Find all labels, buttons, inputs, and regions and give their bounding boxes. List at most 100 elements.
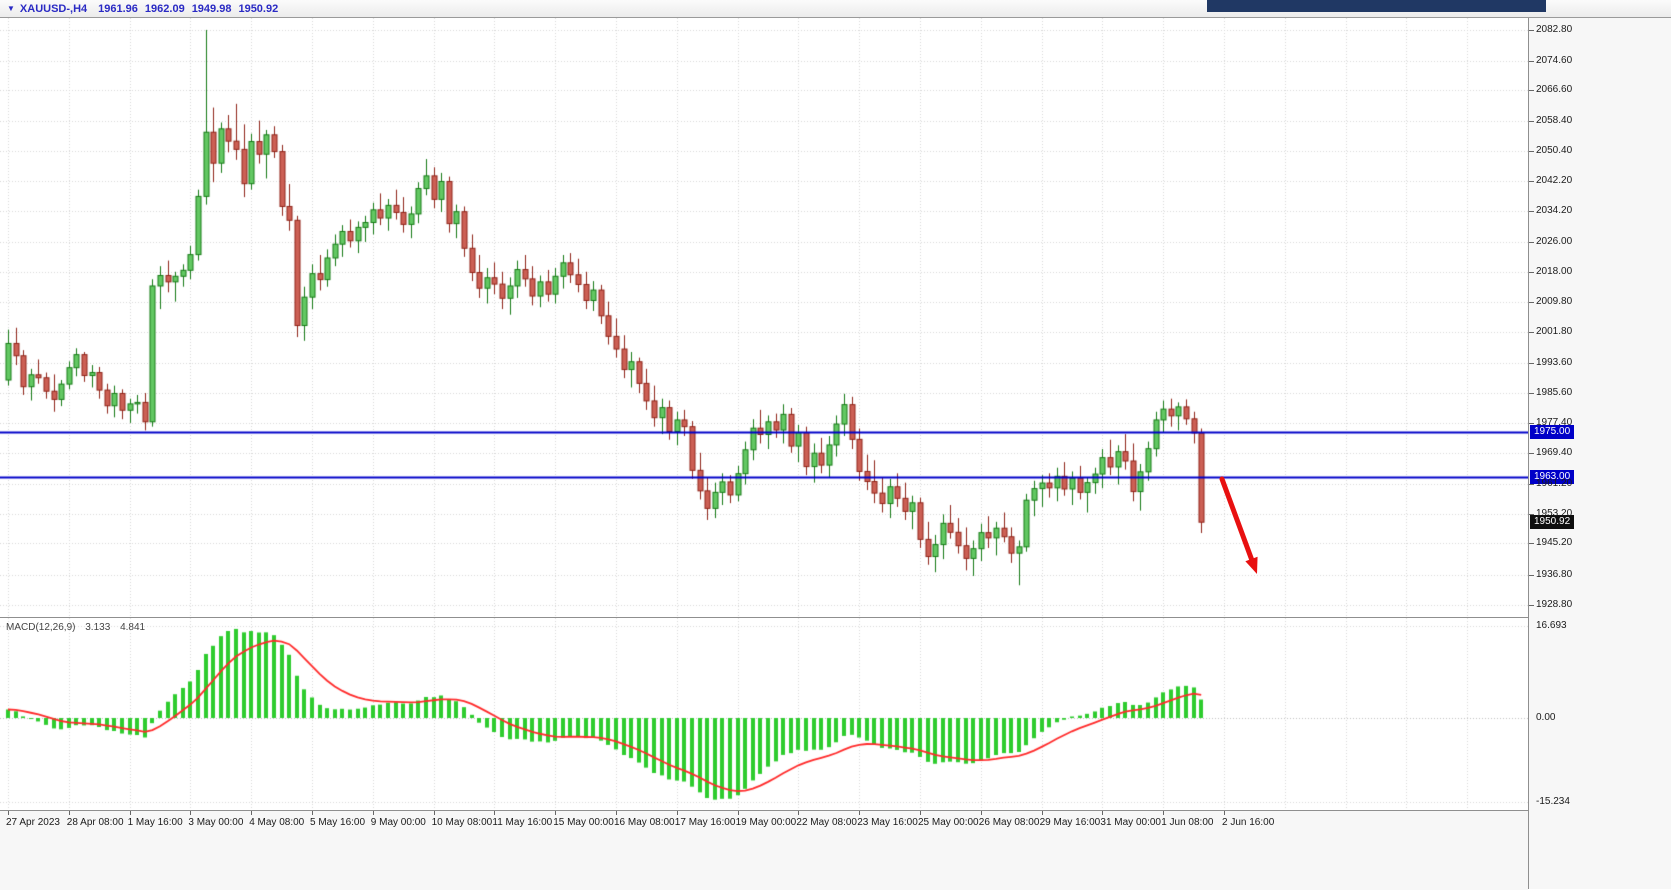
time-axis-tick bbox=[373, 811, 374, 815]
price-axis-label: 1961.20 bbox=[1536, 477, 1573, 489]
time-axis-tick bbox=[494, 811, 495, 815]
time-axis-label: 16 May 08:00 bbox=[614, 817, 675, 828]
time-axis-tick bbox=[1102, 811, 1103, 815]
time-axis-label: 5 May 16:00 bbox=[310, 817, 366, 828]
panel-separator[interactable] bbox=[0, 617, 1528, 618]
price-axis-tick bbox=[1529, 242, 1534, 243]
price-axis-label: 2009.80 bbox=[1536, 296, 1573, 308]
macd-name-label: MACD(12,26,9) bbox=[6, 622, 76, 633]
time-axis-tick bbox=[251, 811, 252, 815]
time-axis-label: 19 May 00:00 bbox=[735, 817, 797, 828]
time-axis-label: 28 Apr 08:00 bbox=[66, 817, 124, 828]
price-axis-label: 1953.20 bbox=[1536, 507, 1573, 519]
price-axis-label: 2001.80 bbox=[1536, 326, 1573, 338]
time-axis-tick bbox=[1163, 811, 1164, 815]
ohlc-open-value: 1961.96 bbox=[98, 2, 138, 15]
price-axis-tick bbox=[1529, 332, 1534, 333]
price-axis-tick bbox=[1529, 605, 1534, 606]
ohlc-close-value: 1950.92 bbox=[238, 2, 279, 15]
symbol-dropdown-icon[interactable]: ▼ bbox=[7, 4, 15, 13]
price-axis-tick bbox=[1529, 302, 1534, 303]
price-axis-label: 1945.20 bbox=[1536, 537, 1573, 549]
price-axis-label: 2034.20 bbox=[1536, 205, 1573, 217]
time-axis-tick bbox=[859, 811, 860, 815]
price-axis-tick bbox=[1529, 453, 1534, 454]
time-axis-tick bbox=[434, 811, 435, 815]
price-axis-label: 2074.60 bbox=[1536, 54, 1573, 66]
ohlc-low-value: 1949.98 bbox=[191, 2, 232, 15]
time-axis-label: 2 Jun 16:00 bbox=[1222, 817, 1275, 828]
time-axis-tick bbox=[738, 811, 739, 815]
price-axis-label: 2058.40 bbox=[1536, 115, 1573, 126]
time-axis-tick bbox=[190, 811, 191, 815]
price-axis-tick bbox=[1529, 423, 1534, 424]
price-axis-label: 2042.20 bbox=[1536, 175, 1573, 187]
price-axis-label: 1969.40 bbox=[1536, 447, 1573, 459]
price-axis-label: 1993.60 bbox=[1536, 356, 1573, 368]
macd-axis-zero-label: 0.00 bbox=[1536, 712, 1556, 724]
price-axis-label: 1985.60 bbox=[1536, 386, 1573, 398]
price-axis-label: 2050.40 bbox=[1536, 144, 1573, 156]
price-axis-tick bbox=[1529, 61, 1534, 62]
time-axis-tick bbox=[555, 811, 556, 815]
price-axis-tick bbox=[1529, 543, 1534, 544]
price-axis-tick bbox=[1529, 363, 1534, 364]
macd-axis-max-label: 16.693 bbox=[1536, 620, 1567, 631]
time-axis-label: 17 May 16:00 bbox=[674, 817, 736, 828]
time-axis-tick bbox=[130, 811, 131, 815]
time-axis-label: 10 May 08:00 bbox=[431, 817, 493, 828]
time-axis-label: 29 May 16:00 bbox=[1039, 817, 1101, 828]
time-axis-tick bbox=[981, 811, 982, 815]
price-axis-label: 2026.00 bbox=[1536, 235, 1573, 247]
symbol-period-label: XAUUSD-,H4 bbox=[19, 2, 88, 15]
time-axis-tick bbox=[69, 811, 70, 815]
price-axis-tick bbox=[1529, 121, 1534, 122]
time-axis-tick bbox=[677, 811, 678, 815]
chart-title-bar: ▼ XAUUSD-,H4 1961.96 1962.09 1949.98 195… bbox=[0, 0, 1671, 18]
time-axis-label: 4 May 08:00 bbox=[249, 817, 305, 828]
time-axis-tick bbox=[8, 811, 9, 815]
macd-axis-min-label: -15.234 bbox=[1536, 796, 1570, 807]
top-right-toolbar-strip bbox=[1207, 0, 1546, 12]
price-axis-tick bbox=[1529, 181, 1534, 182]
current-price-badge: 1950.92 bbox=[1530, 515, 1575, 530]
time-axis-tick bbox=[920, 811, 921, 815]
time-axis-label: 25 May 00:00 bbox=[918, 817, 979, 828]
time-axis-tick bbox=[1042, 811, 1043, 815]
price-axis-tick bbox=[1529, 211, 1534, 212]
price-axis-label: 1977.40 bbox=[1536, 417, 1573, 429]
time-axis-label: 31 May 00:00 bbox=[1100, 817, 1161, 828]
time-axis-tick bbox=[1224, 811, 1225, 815]
price-axis-label: 1928.80 bbox=[1536, 598, 1573, 610]
macd-main-value: 3.133 bbox=[85, 622, 111, 633]
time-axis-label: 1 May 16:00 bbox=[127, 817, 183, 828]
time-axis-label: 9 May 00:00 bbox=[370, 817, 426, 828]
time-axis-label: 27 Apr 2023 bbox=[6, 817, 60, 828]
time-axis-label: 22 May 08:00 bbox=[796, 817, 857, 828]
price-axis[interactable]: 1975.00 1963.00 1950.92 16.693 0.00 -15.… bbox=[1528, 18, 1671, 889]
price-axis-tick bbox=[1529, 151, 1534, 152]
time-axis-label: 23 May 16:00 bbox=[857, 817, 918, 828]
price-axis-tick bbox=[1529, 30, 1534, 31]
price-axis-label: 1936.80 bbox=[1536, 568, 1573, 580]
time-axis-label: 1 Jun 08:00 bbox=[1161, 817, 1214, 828]
macd-signal-value: 4.841 bbox=[120, 622, 146, 633]
price-axis-tick bbox=[1529, 272, 1534, 273]
time-axis-label: 3 May 00:00 bbox=[188, 817, 244, 828]
time-axis[interactable]: 27 Apr 2023 28 Apr 08:00 1 May 16:00 3 May … bbox=[0, 810, 1528, 890]
price-axis-label: 2018.00 bbox=[1536, 265, 1573, 277]
price-axis-tick bbox=[1529, 514, 1534, 515]
hline-price-badge-1[interactable]: 1963.00 bbox=[1530, 470, 1575, 485]
time-axis-label: 11 May 16:00 bbox=[492, 817, 553, 828]
time-axis-label: 26 May 08:00 bbox=[978, 817, 1040, 828]
time-axis-tick bbox=[798, 811, 799, 815]
macd-indicator-label-row: MACD(12,26,9) 3.133 4.841 bbox=[6, 622, 145, 633]
price-chart-canvas[interactable] bbox=[0, 18, 1528, 617]
time-axis-tick bbox=[312, 811, 313, 815]
time-axis-tick bbox=[616, 811, 617, 815]
macd-panel-canvas[interactable] bbox=[0, 618, 1528, 810]
price-axis-tick bbox=[1529, 393, 1534, 394]
price-axis-tick bbox=[1529, 90, 1534, 91]
hline-price-badge-0[interactable]: 1975.00 bbox=[1530, 425, 1575, 440]
time-axis-label: 15 May 00:00 bbox=[553, 817, 614, 828]
